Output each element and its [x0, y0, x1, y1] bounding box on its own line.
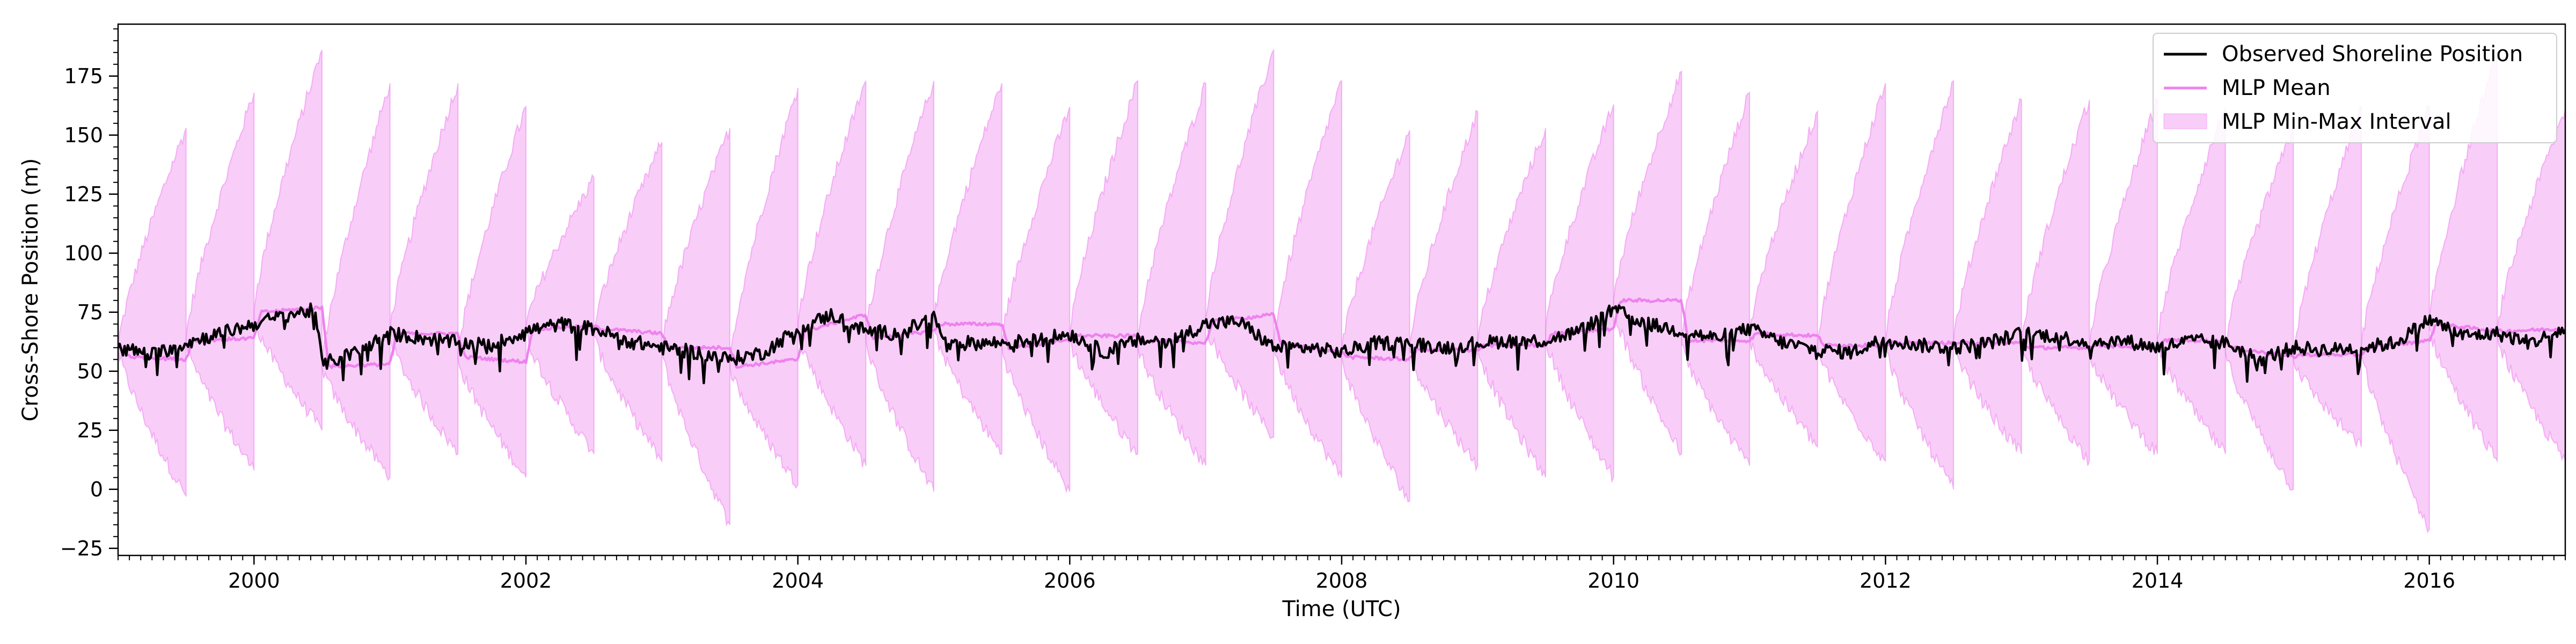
x-tick-label: 2000	[228, 569, 280, 592]
interval-band-segment	[1749, 109, 1818, 448]
y-tick-label: 25	[77, 419, 103, 442]
interval-band-segment	[1681, 91, 1750, 466]
interval-band-segment	[2224, 126, 2294, 491]
interval-band-segment	[389, 83, 459, 456]
legend-label-observed: Observed Shoreline Position	[2222, 42, 2523, 67]
x-tick-label: 2006	[1044, 569, 1096, 592]
x-tick-label: 2008	[1316, 569, 1368, 592]
legend: Observed Shoreline Position MLP Mean MLP…	[2153, 33, 2557, 143]
y-tick-label: 75	[77, 301, 103, 324]
x-tick-label: 2010	[1587, 569, 1640, 592]
interval-band-segment	[1613, 70, 1682, 456]
y-axis: −25 0 25 50 75 100 125 150 175	[60, 28, 118, 560]
y-tick-label: 125	[64, 182, 103, 206]
interval-band-segment	[2361, 104, 2430, 533]
interval-band-segment	[525, 173, 595, 455]
interval-band-segment	[1409, 109, 1479, 472]
interval-band-segment	[2089, 97, 2158, 455]
y-tick-label: 0	[90, 478, 103, 501]
interval-band-segment	[2293, 106, 2362, 448]
interval-band-layer	[118, 48, 2565, 533]
interval-band-segment	[2157, 106, 2226, 455]
interval-band-segment	[729, 87, 799, 489]
interval-band-segment	[185, 92, 255, 471]
interval-band-segment	[1137, 82, 1206, 466]
observed-shoreline-line	[118, 302, 2565, 385]
x-axis: 2000 2002 2004 2006 2008 2010 2012 2014 2016	[118, 555, 2566, 592]
interval-band-segment	[1001, 106, 1071, 494]
legend-swatch-interval	[2163, 113, 2207, 129]
x-tick-label: 2016	[2403, 569, 2455, 592]
interval-band-segment	[1817, 83, 1886, 463]
interval-band-segment	[253, 49, 323, 431]
y-tick-label: −25	[60, 537, 103, 560]
interval-band-segment	[2021, 99, 2090, 466]
y-axis-label: Cross-Shore Position (m)	[18, 158, 43, 422]
legend-label-interval: MLP Min-Max Interval	[2222, 109, 2451, 134]
interval-band-segment	[1205, 48, 1275, 440]
x-tick-label: 2014	[2132, 569, 2184, 592]
y-tick-label: 100	[64, 241, 103, 265]
interval-band-segment	[2497, 109, 2565, 462]
y-tick-label: 150	[64, 123, 103, 147]
interval-band-segment	[1545, 104, 1614, 484]
y-tick-label: 175	[64, 64, 103, 88]
interval-band-segment	[118, 128, 187, 497]
interval-band-segment	[2428, 52, 2498, 463]
series-line-layer	[118, 297, 2565, 385]
interval-band-segment	[1069, 79, 1138, 456]
interval-band-segment	[1273, 79, 1342, 478]
x-tick-label: 2002	[500, 569, 552, 592]
interval-band-segment	[321, 83, 391, 481]
interval-band-segment	[1885, 79, 1954, 489]
legend-box	[2153, 33, 2557, 143]
interval-band-segment	[933, 83, 1002, 455]
legend-label-mean: MLP Mean	[2222, 76, 2331, 100]
interval-band-segment	[457, 105, 526, 478]
interval-band-segment	[1953, 98, 2022, 455]
interval-band-segment	[865, 80, 934, 492]
interval-band-segment	[593, 141, 663, 463]
interval-band-segment	[661, 128, 730, 527]
x-tick-label: 2004	[772, 569, 824, 592]
y-tick-label: 50	[77, 360, 103, 383]
interval-band-segment	[1341, 130, 1410, 503]
interval-band-segment	[797, 80, 867, 467]
x-tick-label: 2012	[1860, 569, 1912, 592]
interval-band-segment	[1477, 128, 1546, 478]
x-axis-label: Time (UTC)	[1282, 597, 1401, 621]
